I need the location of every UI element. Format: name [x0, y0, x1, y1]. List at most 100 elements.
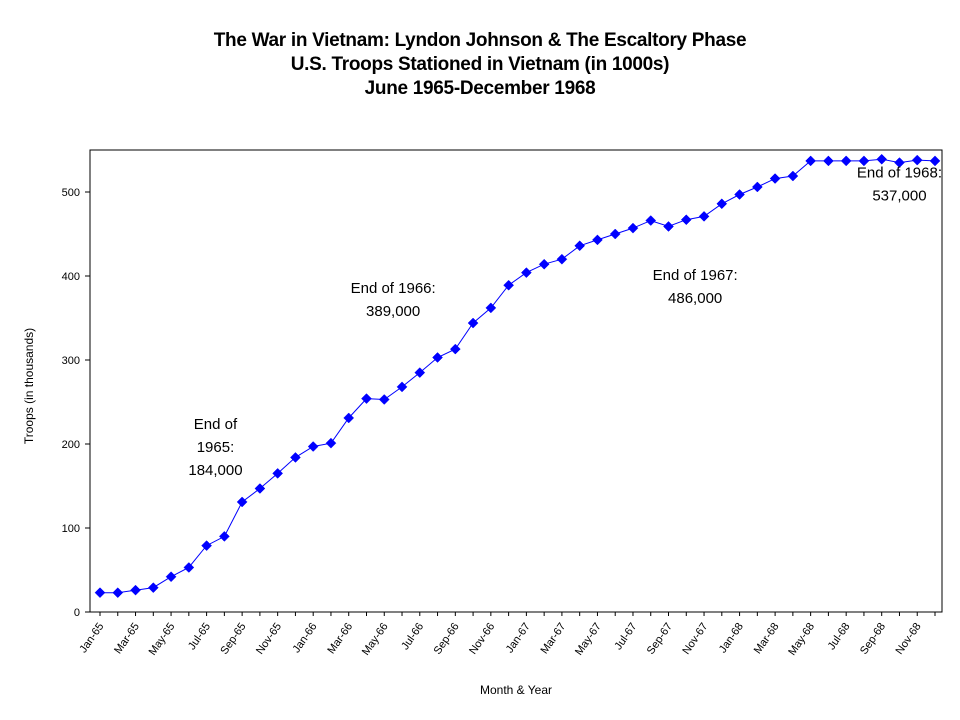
data-point-marker: [254, 483, 266, 494]
x-tick-label: Jul-66: [399, 621, 426, 652]
annotation-text: End of 1967:: [653, 267, 738, 284]
chart-title-line-2: U.S. Troops Stationed in Vietnam (in 100…: [290, 54, 670, 75]
x-tick-label: Nov-66: [467, 621, 497, 657]
data-point-marker: [609, 228, 621, 240]
data-point-marker: [432, 352, 443, 363]
data-point-marker: [556, 253, 568, 265]
plot-area: [89, 149, 943, 613]
y-tick-label: 0: [74, 607, 80, 619]
annotation-text: 486,000: [668, 290, 722, 307]
data-point-marker: [147, 582, 159, 593]
x-tick-label: Sep-65: [218, 621, 248, 657]
series-layer: [94, 153, 941, 599]
data-point-marker: [751, 181, 763, 193]
data-point-marker: [183, 562, 195, 573]
x-tick-label: Jan-66: [291, 621, 320, 655]
data-point-marker: [485, 302, 497, 314]
data-point-marker: [876, 153, 888, 165]
x-tick-label: Nov-68: [894, 621, 924, 657]
annotation-text: 184,000: [188, 462, 242, 479]
data-point-marker: [361, 393, 372, 404]
data-point-marker: [538, 258, 550, 270]
data-point-marker: [680, 214, 692, 226]
y-axis-title: Troops (in thousands): [22, 328, 36, 444]
data-point-marker: [787, 170, 799, 182]
data-point-marker: [521, 267, 532, 278]
data-point-marker: [94, 587, 106, 599]
x-tick-label: Sep-66: [432, 621, 462, 657]
y-axis: 0 100 200 300 400 500: [62, 187, 90, 619]
series-line: [100, 158, 936, 594]
x-tick-label: Jul-68: [826, 621, 853, 652]
data-point-marker: [378, 394, 390, 405]
x-tick-label: Jan-67: [504, 621, 533, 655]
x-tick-label: May-68: [786, 621, 817, 658]
x-tick-label: May-67: [573, 621, 604, 658]
data-point-marker: [823, 155, 834, 167]
x-tick-label: Nov-65: [254, 621, 284, 657]
data-point-marker: [272, 468, 284, 479]
data-point-marker: [858, 155, 870, 167]
data-point-marker: [449, 343, 461, 355]
data-point-marker: [219, 531, 230, 542]
y-tick-label: 500: [62, 187, 80, 199]
data-point-marker: [130, 584, 141, 596]
y-tick-label: 300: [62, 355, 80, 367]
data-point-marker: [574, 240, 586, 252]
data-point-marker: [894, 157, 905, 168]
data-point-marker: [698, 211, 710, 222]
chart-title-line-3: June 1965-December 1968: [364, 78, 596, 99]
x-tick-label: May-65: [147, 621, 178, 658]
x-tick-label: May-66: [360, 621, 391, 658]
data-point-marker: [769, 173, 781, 184]
x-tick-label: Mar-65: [112, 621, 142, 656]
data-point-marker: [911, 154, 923, 166]
x-tick-label: Mar-68: [752, 621, 782, 656]
annotation-text: 389,000: [366, 303, 420, 320]
data-point-marker: [307, 441, 319, 452]
y-tick-label: 200: [62, 439, 80, 451]
x-tick-label: Jan-65: [77, 621, 106, 655]
annotation-text: End of 1968:: [857, 165, 942, 182]
data-point-marker: [805, 155, 816, 167]
data-point-marker: [112, 587, 124, 599]
data-point-marker: [663, 221, 674, 232]
annotation-layer: End of 1965: 184,000 End of 1966: 389,000 End…: [188, 165, 942, 479]
data-point-marker: [467, 317, 479, 329]
data-point-marker: [592, 234, 603, 246]
data-point-marker: [840, 155, 852, 167]
data-point-marker: [236, 496, 248, 508]
data-point-marker: [165, 571, 177, 583]
x-tick-label: Sep-68: [858, 621, 888, 657]
x-axis: Jan-65 Mar-65 May-65 Jul-65 Sep-65 Nov-65 Jan-…: [77, 612, 936, 658]
data-point-marker: [343, 412, 355, 424]
annotation-text: 537,000: [872, 188, 926, 205]
data-point-marker: [929, 155, 941, 167]
chart-title-line-1: The War in Vietnam: Lyndon Johnson & The…: [213, 30, 747, 51]
data-point-marker: [734, 189, 745, 200]
x-tick-label: Nov-67: [680, 621, 710, 657]
annotation-text: End of 1966:: [351, 280, 436, 297]
x-tick-label: Jan-68: [717, 621, 746, 655]
y-tick-label: 400: [62, 271, 80, 283]
x-tick-label: Mar-67: [539, 621, 569, 656]
x-tick-label: Jul-67: [612, 621, 639, 652]
annotation-text: 1965:: [197, 439, 235, 456]
data-point-marker: [201, 540, 212, 551]
data-point-marker: [325, 437, 337, 449]
data-point-marker: [290, 452, 301, 463]
data-point-marker: [414, 367, 426, 378]
data-point-marker: [645, 215, 657, 226]
x-tick-label: Sep-67: [645, 621, 675, 657]
data-point-marker: [396, 381, 408, 393]
x-tick-label: Mar-66: [325, 621, 355, 656]
annotation-text: End of: [194, 416, 238, 433]
x-tick-label: Jul-65: [186, 621, 213, 652]
data-point-marker: [716, 198, 728, 210]
x-axis-title: Month & Year: [480, 683, 552, 697]
data-point-marker: [503, 279, 514, 291]
data-point-marker: [627, 222, 639, 234]
y-tick-label: 100: [62, 523, 80, 535]
